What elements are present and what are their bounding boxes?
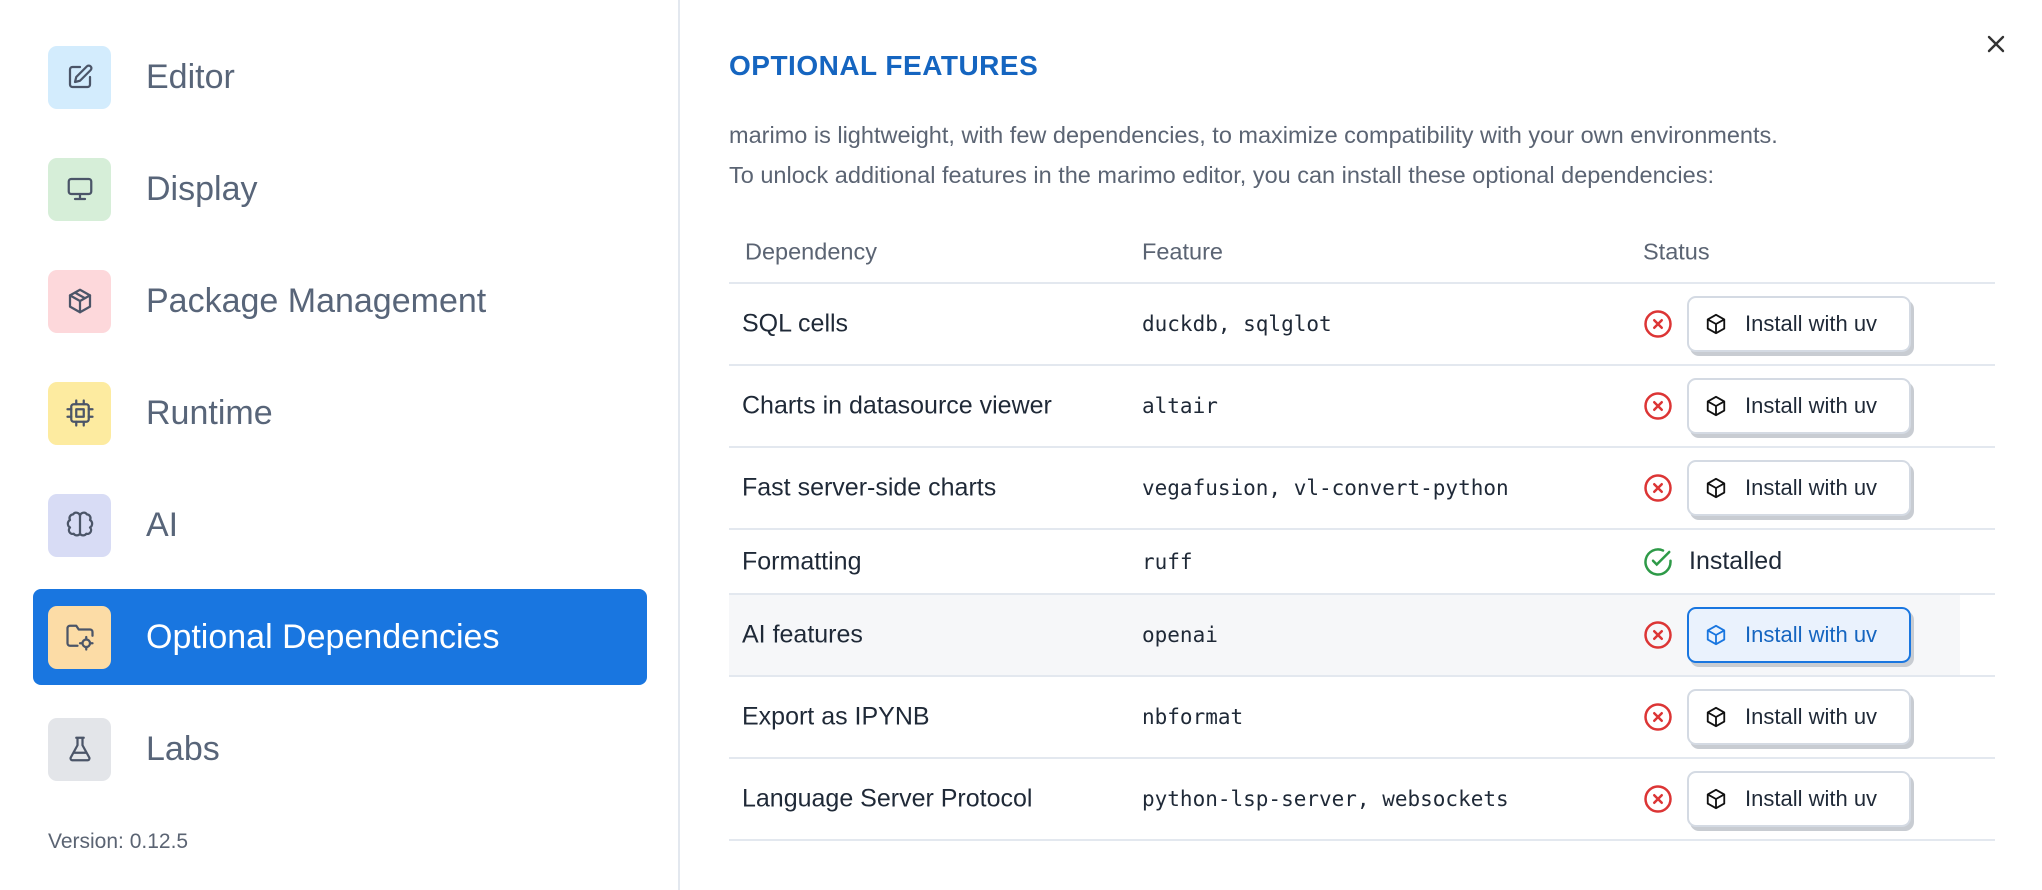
table-row: SQL cells duckdb, sqlglot Install with uv bbox=[729, 284, 1995, 366]
sidebar-item-editor[interactable]: Editor bbox=[33, 29, 647, 125]
feature-packages: vegafusion, vl-convert-python bbox=[1142, 476, 1509, 500]
brain-icon bbox=[48, 493, 111, 557]
column-header-feature: Feature bbox=[1142, 238, 1223, 265]
feature-packages: altair bbox=[1142, 394, 1218, 418]
error-circle-icon bbox=[1644, 392, 1672, 420]
pencil-square-icon bbox=[48, 45, 111, 109]
table-header: Dependency Feature Status bbox=[729, 222, 1995, 284]
dependency-name: Language Server Protocol bbox=[742, 784, 1033, 813]
install-with-uv-button[interactable]: Install with uv bbox=[1687, 771, 1911, 827]
table-row: Export as IPYNB nbformat Install with uv bbox=[729, 677, 1995, 759]
install-with-uv-button[interactable]: Install with uv bbox=[1687, 296, 1911, 352]
install-with-uv-button[interactable]: Install with uv bbox=[1687, 689, 1911, 745]
error-circle-icon bbox=[1644, 310, 1672, 338]
description-line: marimo is lightweight, with few dependen… bbox=[729, 122, 1778, 148]
sidebar-item-label: Package Management bbox=[146, 281, 487, 320]
package-icon bbox=[1706, 395, 1726, 417]
package-icon bbox=[1706, 788, 1726, 810]
install-with-uv-button[interactable]: Install with uv bbox=[1687, 378, 1911, 434]
flask-icon bbox=[48, 717, 111, 781]
package-icon bbox=[1706, 313, 1726, 335]
sidebar-item-label: Runtime bbox=[146, 393, 273, 432]
dependency-name: Formatting bbox=[742, 547, 862, 575]
install-with-uv-button[interactable]: Install with uv bbox=[1687, 607, 1911, 663]
sidebar-item-labs[interactable]: Labs bbox=[33, 701, 647, 797]
dependency-name: Charts in datasource viewer bbox=[742, 391, 1052, 420]
error-circle-icon bbox=[1644, 703, 1672, 731]
close-icon[interactable] bbox=[1980, 28, 2012, 60]
status-cell: Install with uv bbox=[1643, 296, 1911, 352]
status-cell: Install with uv bbox=[1643, 689, 1911, 745]
installed-label: Installed bbox=[1689, 547, 1783, 575]
button-label: Install with uv bbox=[1745, 704, 1878, 729]
folder-cog-icon bbox=[48, 605, 111, 669]
status-cell: Installed bbox=[1643, 547, 1782, 577]
dependency-name: Export as IPYNB bbox=[742, 702, 930, 731]
feature-packages: nbformat bbox=[1142, 705, 1244, 729]
feature-packages: python-lsp-server, websockets bbox=[1142, 787, 1509, 811]
status-cell: Install with uv bbox=[1643, 378, 1911, 434]
error-circle-icon bbox=[1644, 474, 1672, 502]
description-line: To unlock additional features in the mar… bbox=[729, 162, 1715, 188]
button-label: Install with uv bbox=[1745, 393, 1878, 418]
description: marimo is lightweight, with few dependen… bbox=[729, 115, 1989, 195]
install-with-uv-button[interactable]: Install with uv bbox=[1687, 460, 1911, 516]
feature-packages: openai bbox=[1142, 623, 1218, 647]
check-circle-icon bbox=[1644, 547, 1672, 576]
error-circle-icon bbox=[1644, 621, 1672, 649]
sidebar-item-optional-dependencies[interactable]: Optional Dependencies bbox=[33, 589, 647, 685]
table-row: Formatting ruff Installed bbox=[729, 530, 1995, 595]
dependency-name: SQL cells bbox=[742, 309, 849, 338]
column-header-dependency: Dependency bbox=[745, 238, 877, 265]
cpu-icon bbox=[48, 381, 111, 445]
sidebar-item-runtime[interactable]: Runtime bbox=[33, 365, 647, 461]
status-cell: Install with uv bbox=[1643, 460, 1911, 516]
dependency-name: Fast server-side charts bbox=[742, 473, 997, 502]
sidebar-item-label: Editor bbox=[146, 57, 235, 96]
error-circle-icon bbox=[1644, 785, 1672, 813]
package-icon bbox=[48, 269, 111, 333]
button-label: Install with uv bbox=[1745, 786, 1878, 811]
sidebar-item-package-management[interactable]: Package Management bbox=[33, 253, 647, 349]
package-icon bbox=[1706, 477, 1726, 499]
version-label: Version: 0.12.5 bbox=[48, 830, 189, 853]
status-cell: Install with uv bbox=[1643, 771, 1911, 827]
settings-sidebar: Editor Display Package Management Runtime AI… bbox=[0, 0, 680, 890]
sidebar-item-label: Display bbox=[146, 169, 258, 208]
status-cell: Install with uv bbox=[1643, 607, 1911, 663]
button-label: Install with uv bbox=[1745, 622, 1878, 647]
table-row: Charts in datasource viewer altair Install… bbox=[729, 366, 1995, 448]
table-row: Fast server-side charts vegafusion, vl-co… bbox=[729, 448, 1995, 530]
page-title: OPTIONAL FEATURES bbox=[729, 50, 1039, 81]
sidebar-item-label: Labs bbox=[146, 729, 220, 768]
sidebar-item-ai[interactable]: AI bbox=[33, 477, 647, 573]
dependencies-table: Dependency Feature Status SQL cells duckd… bbox=[729, 222, 1995, 841]
table-row: Language Server Protocol python-lsp-serve… bbox=[729, 759, 1995, 841]
feature-packages: duckdb, sqlglot bbox=[1142, 312, 1332, 336]
monitor-icon bbox=[48, 157, 111, 221]
feature-packages: ruff bbox=[1142, 549, 1193, 574]
column-header-status: Status bbox=[1643, 238, 1710, 265]
package-icon bbox=[1706, 624, 1726, 646]
sidebar-item-label: Optional Dependencies bbox=[146, 617, 500, 656]
sidebar-item-display[interactable]: Display bbox=[33, 141, 647, 237]
button-label: Install with uv bbox=[1745, 311, 1878, 336]
sidebar-item-label: AI bbox=[146, 505, 179, 544]
table-row: AI features openai Install with uv bbox=[729, 595, 1995, 677]
dependency-name: AI features bbox=[742, 620, 863, 649]
package-icon bbox=[1706, 706, 1726, 728]
button-label: Install with uv bbox=[1745, 475, 1878, 500]
